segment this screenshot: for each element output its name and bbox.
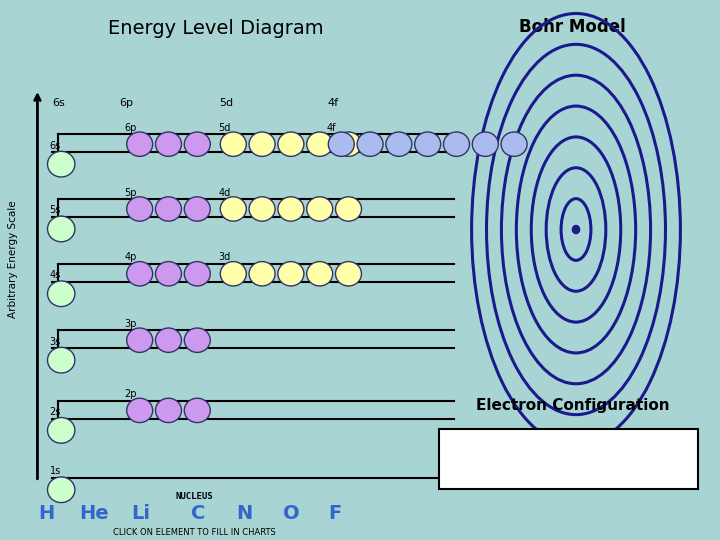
Text: 3d: 3d xyxy=(218,252,230,262)
Ellipse shape xyxy=(156,261,181,286)
Text: C: C xyxy=(191,504,205,523)
Ellipse shape xyxy=(278,132,304,157)
Text: 4p: 4p xyxy=(125,252,137,262)
Ellipse shape xyxy=(48,216,75,242)
Ellipse shape xyxy=(127,328,153,353)
Ellipse shape xyxy=(48,417,75,443)
Ellipse shape xyxy=(307,261,333,286)
Ellipse shape xyxy=(48,477,75,503)
Ellipse shape xyxy=(48,347,75,373)
Ellipse shape xyxy=(127,197,153,221)
Text: He: He xyxy=(78,504,109,523)
Text: N: N xyxy=(237,504,253,523)
Text: 4d: 4d xyxy=(218,187,230,198)
Text: 3p: 3p xyxy=(125,319,137,329)
Ellipse shape xyxy=(156,398,181,423)
Text: 4s: 4s xyxy=(50,270,61,280)
Ellipse shape xyxy=(127,398,153,423)
Ellipse shape xyxy=(249,261,275,286)
Text: Li: Li xyxy=(131,504,150,523)
Ellipse shape xyxy=(127,261,153,286)
Ellipse shape xyxy=(572,226,580,233)
Ellipse shape xyxy=(220,261,246,286)
Ellipse shape xyxy=(184,328,210,353)
Ellipse shape xyxy=(220,197,246,221)
Text: Electron Configuration: Electron Configuration xyxy=(476,399,669,414)
Ellipse shape xyxy=(386,132,412,157)
Text: 5s: 5s xyxy=(50,205,61,215)
Ellipse shape xyxy=(156,328,181,353)
Ellipse shape xyxy=(307,197,333,221)
Text: 2p: 2p xyxy=(125,389,137,399)
Ellipse shape xyxy=(415,132,441,157)
Text: CLICK ON ELEMENT TO FILL IN CHARTS: CLICK ON ELEMENT TO FILL IN CHARTS xyxy=(113,528,276,537)
Ellipse shape xyxy=(48,151,75,177)
Ellipse shape xyxy=(127,132,153,157)
Text: NUCLEUS: NUCLEUS xyxy=(176,492,213,501)
Ellipse shape xyxy=(184,398,210,423)
Ellipse shape xyxy=(184,197,210,221)
Ellipse shape xyxy=(156,197,181,221)
Text: 2s: 2s xyxy=(50,407,61,417)
Ellipse shape xyxy=(278,197,304,221)
Ellipse shape xyxy=(249,132,275,157)
Ellipse shape xyxy=(472,132,498,157)
Text: 5p: 5p xyxy=(125,187,137,198)
Text: 3s: 3s xyxy=(50,336,61,347)
Text: 5d: 5d xyxy=(218,123,230,133)
Text: Arbitrary Energy Scale: Arbitrary Energy Scale xyxy=(8,200,18,318)
Text: 4f: 4f xyxy=(328,98,338,108)
Text: O: O xyxy=(283,504,300,523)
Text: 1s: 1s xyxy=(50,466,61,476)
Ellipse shape xyxy=(444,132,469,157)
Ellipse shape xyxy=(184,261,210,286)
Text: H: H xyxy=(39,504,55,523)
Text: 6p: 6p xyxy=(119,98,132,108)
Text: Energy Level Diagram: Energy Level Diagram xyxy=(108,19,324,38)
Ellipse shape xyxy=(307,132,333,157)
Ellipse shape xyxy=(220,132,246,157)
Ellipse shape xyxy=(357,132,383,157)
Text: Bohr Model: Bohr Model xyxy=(519,18,626,36)
Ellipse shape xyxy=(328,132,354,157)
Text: 4f: 4f xyxy=(326,123,336,133)
Ellipse shape xyxy=(501,132,527,157)
Text: 6p: 6p xyxy=(125,123,137,133)
Ellipse shape xyxy=(156,132,181,157)
Ellipse shape xyxy=(336,197,361,221)
Ellipse shape xyxy=(278,261,304,286)
Ellipse shape xyxy=(336,261,361,286)
Text: F: F xyxy=(328,504,341,523)
Ellipse shape xyxy=(48,281,75,307)
Ellipse shape xyxy=(249,197,275,221)
Text: 6s: 6s xyxy=(50,140,61,151)
Ellipse shape xyxy=(336,132,361,157)
Ellipse shape xyxy=(184,132,210,157)
Text: 6s: 6s xyxy=(53,98,66,108)
FancyBboxPatch shape xyxy=(439,429,698,489)
Text: 5d: 5d xyxy=(220,98,234,108)
